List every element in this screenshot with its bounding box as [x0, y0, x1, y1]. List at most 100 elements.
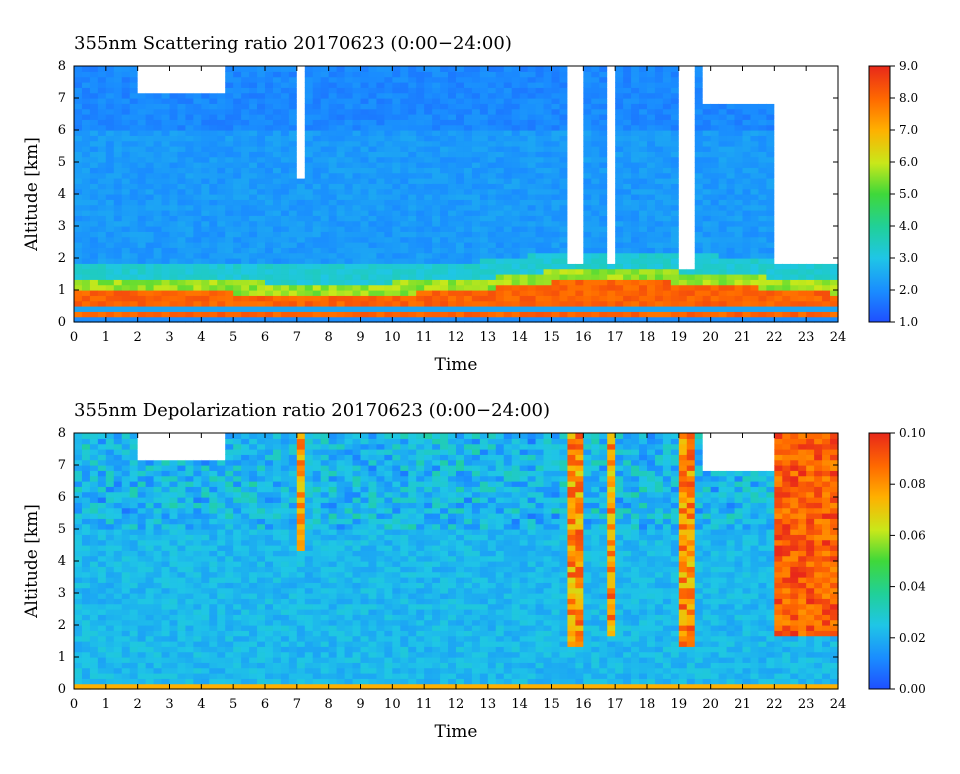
heatmap-cell [830, 167, 839, 173]
heatmap-cell [448, 151, 457, 157]
heatmap-cell [185, 130, 194, 136]
heatmap-cell [305, 77, 314, 83]
heatmap-cell [528, 231, 537, 237]
heatmap-cell [607, 114, 616, 120]
heatmap-cell [544, 77, 553, 83]
heatmap-cell [162, 146, 171, 152]
heatmap-cell [217, 306, 226, 312]
heatmap-cell [249, 285, 258, 291]
heatmap-cell [241, 231, 250, 237]
heatmap-cell [193, 237, 202, 243]
heatmap-cell [520, 274, 529, 280]
heatmap-cell [687, 269, 696, 275]
heatmap-cell [440, 253, 449, 259]
heatmap-cell [424, 130, 433, 136]
heatmap-cell [82, 481, 91, 487]
heatmap-cell [249, 258, 258, 264]
heatmap-cell [114, 66, 123, 72]
heatmap-cell [822, 141, 831, 147]
heatmap-cell [790, 242, 799, 248]
heatmap-cell [177, 295, 186, 301]
heatmap-cell [106, 274, 115, 280]
heatmap-cell [448, 274, 457, 280]
heatmap-cell [337, 258, 346, 264]
heatmap-cell [265, 141, 274, 147]
heatmap-cell [98, 657, 107, 663]
heatmap-cell [758, 199, 767, 205]
heatmap-cell [82, 279, 91, 285]
heatmap-cell [305, 189, 314, 195]
heatmap-cell [392, 226, 401, 232]
heatmap-cell [345, 247, 354, 253]
heatmap-cell [806, 82, 815, 88]
heatmap-cell [82, 221, 91, 227]
heatmap-cell [321, 93, 330, 99]
heatmap-cell [361, 247, 370, 253]
heatmap-cell [480, 103, 489, 109]
heatmap-cell [416, 295, 425, 301]
heatmap-cell [464, 141, 473, 147]
heatmap-cell [735, 125, 744, 131]
heatmap-cell [321, 215, 330, 221]
heatmap-cell [790, 162, 799, 168]
heatmap-cell [114, 263, 123, 269]
heatmap-cell [559, 199, 568, 205]
heatmap-cell [177, 247, 186, 253]
heatmap-cell [766, 103, 775, 109]
heatmap-cell [297, 119, 306, 125]
heatmap-cell [177, 125, 186, 131]
heatmap-cell [249, 279, 258, 285]
heatmap-cell [671, 66, 680, 72]
heatmap-cell [512, 285, 521, 291]
heatmap-cell [201, 215, 210, 221]
heatmap-cell [512, 71, 521, 77]
heatmap-cell [106, 205, 115, 211]
heatmap-cell [368, 87, 377, 93]
heatmap-cell [273, 71, 282, 77]
heatmap-cell [432, 183, 441, 189]
heatmap-cell [82, 247, 91, 253]
heatmap-cell [209, 183, 218, 189]
heatmap-cell [544, 98, 553, 104]
heatmap-cell [798, 253, 807, 259]
heatmap-cell [376, 135, 385, 141]
heatmap-cell [122, 269, 131, 275]
heatmap-cell [599, 173, 608, 179]
heatmap-cell [337, 253, 346, 259]
heatmap-cell [201, 125, 210, 131]
heatmap-cell [249, 93, 258, 99]
heatmap-cell [504, 226, 513, 232]
heatmap-cell [663, 87, 672, 93]
heatmap-cell [146, 103, 155, 109]
heatmap-cell [408, 269, 417, 275]
heatmap-cell [663, 125, 672, 131]
heatmap-cell [512, 301, 521, 307]
heatmap-cell [615, 71, 624, 77]
heatmap-cell [225, 77, 234, 83]
heatmap-cell [376, 130, 385, 136]
heatmap-cell [408, 77, 417, 83]
heatmap-cell [647, 183, 656, 189]
heatmap-cell [122, 285, 131, 291]
heatmap-cell [743, 242, 752, 248]
heatmap-cell [695, 295, 704, 301]
heatmap-cell [170, 258, 179, 264]
heatmap-cell [790, 269, 799, 275]
heatmap-cell [82, 492, 91, 498]
heatmap-cell [830, 173, 839, 179]
heatmap-cell [233, 162, 242, 168]
heatmap-cell [591, 135, 600, 141]
heatmap-cell [552, 135, 561, 141]
heatmap-cell [504, 311, 513, 317]
heatmap-cell [679, 173, 688, 179]
heatmap-cell [822, 135, 831, 141]
heatmap-cell [766, 125, 775, 131]
heatmap-cell [297, 162, 306, 168]
heatmap-cell [496, 279, 505, 285]
heatmap-cell [552, 285, 561, 291]
heatmap-cell [424, 141, 433, 147]
heatmap-cell [408, 199, 417, 205]
heatmap-cell [400, 237, 409, 243]
heatmap-cell [806, 125, 815, 131]
heatmap-cell [480, 151, 489, 157]
